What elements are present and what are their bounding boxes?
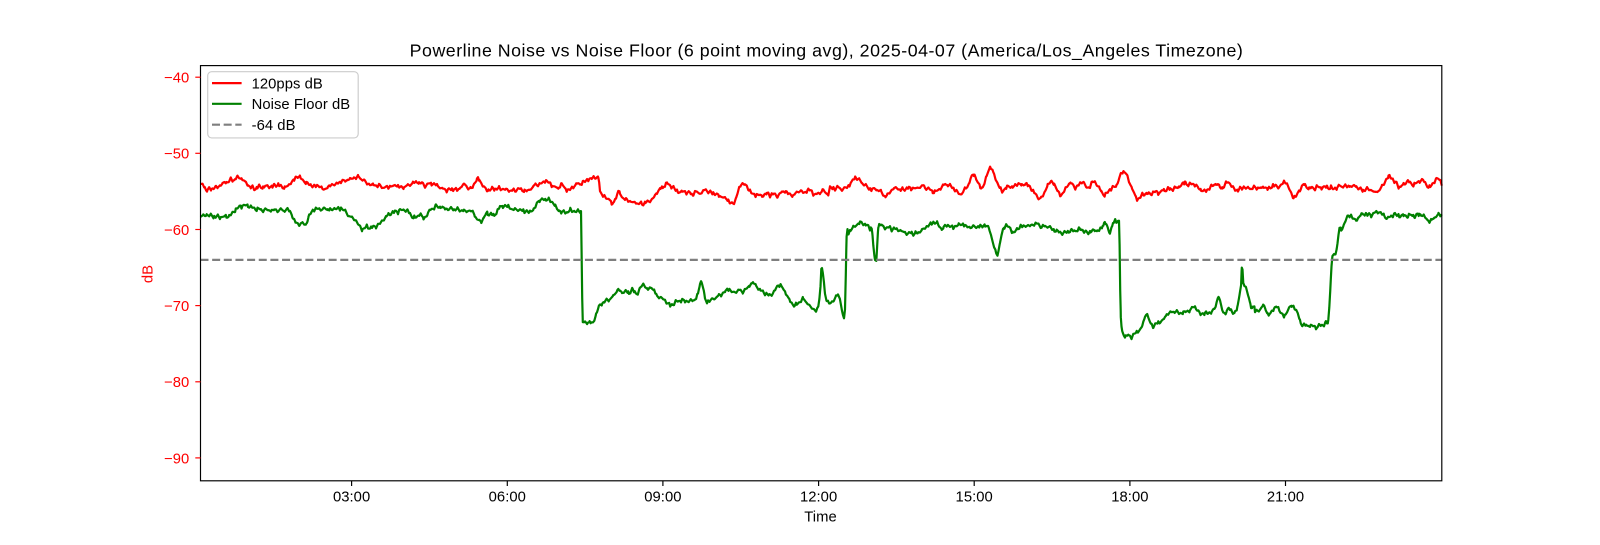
svg-text:Noise Floor dB: Noise Floor dB [252,97,351,113]
svg-text:09:00: 09:00 [644,489,681,505]
svg-text:Powerline Noise vs Noise Floor: Powerline Noise vs Noise Floor (6 point … [410,41,1244,62]
svg-text:−40: −40 [164,71,189,87]
svg-text:18:00: 18:00 [1111,489,1148,505]
svg-text:−50: −50 [164,147,189,163]
svg-text:06:00: 06:00 [489,489,526,505]
svg-text:−60: −60 [164,223,189,239]
svg-text:−80: −80 [164,375,189,391]
svg-text:-64 dB: -64 dB [252,118,296,134]
svg-text:12:00: 12:00 [800,489,837,505]
svg-text:−70: −70 [164,299,189,315]
svg-text:03:00: 03:00 [333,489,370,505]
svg-text:−90: −90 [164,451,189,467]
svg-text:Time: Time [804,509,837,525]
svg-text:21:00: 21:00 [1267,489,1304,505]
svg-text:15:00: 15:00 [956,489,993,505]
svg-text:dB: dB [140,265,156,283]
svg-text:120pps dB: 120pps dB [252,77,323,93]
